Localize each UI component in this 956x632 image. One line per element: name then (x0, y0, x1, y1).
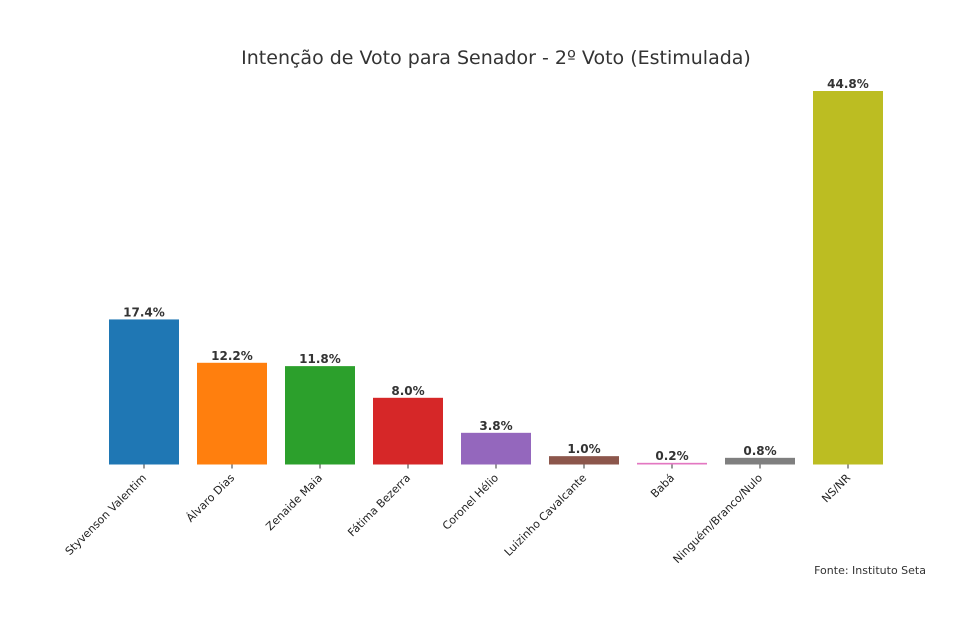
bar-value-label: 1.0% (567, 442, 600, 456)
bar-1 (197, 362, 267, 465)
bar-value-label: 3.8% (479, 419, 512, 433)
value-labels-layer: 17.4% 12.2% 11.8% 8.0% 3.8% 1.0% 0.2% 0.8% 44.8% (123, 77, 869, 463)
bar-value-label: 0.8% (743, 444, 776, 458)
bar-value-label: 44.8% (827, 77, 869, 91)
x-tick-label: Álvaro Dias (184, 471, 237, 524)
x-tick-label: Zenaide Maia (263, 471, 325, 533)
x-tick-label: Coronel Hélio (440, 471, 501, 532)
bar-2 (285, 366, 355, 465)
chart-title: Intenção de Voto para Senador - 2º Voto … (241, 47, 751, 69)
bar-value-label: 11.8% (299, 352, 341, 366)
x-tick-label: Babá (648, 471, 677, 500)
x-tick-label: NS/NR (819, 471, 853, 505)
bar-value-label: 8.0% (391, 384, 424, 398)
x-tick-label: Luizinho Cavalcante (502, 471, 590, 559)
x-tick-label: Ninguém/Branco/Nulo (671, 471, 766, 566)
source-note: Fonte: Instituto Seta (814, 564, 926, 577)
bar-6 (637, 462, 707, 465)
bar-value-label: 0.2% (655, 449, 688, 463)
bars-layer (109, 91, 883, 465)
bar-0 (109, 319, 179, 465)
bar-value-label: 12.2% (211, 349, 253, 363)
bar-value-label: 17.4% (123, 305, 165, 319)
bar-5 (549, 456, 619, 465)
x-tick-label: Styvenson Valentim (63, 471, 149, 557)
x-tick-label: Fátima Bezerra (345, 471, 413, 539)
bar-7 (725, 457, 795, 465)
bar-4 (461, 432, 531, 465)
x-axis-ticks: Styvenson Valentim Álvaro Dias Zenaide Mai… (63, 464, 853, 566)
bar-3 (373, 397, 443, 465)
bar-8 (813, 91, 883, 465)
